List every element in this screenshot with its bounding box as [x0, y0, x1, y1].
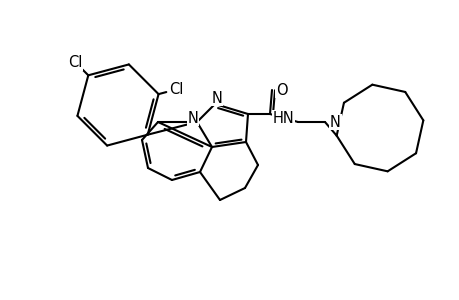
Text: HN: HN — [272, 110, 293, 125]
Text: N: N — [329, 115, 340, 130]
Text: O: O — [275, 82, 287, 98]
Text: Cl: Cl — [168, 82, 183, 97]
Text: N: N — [187, 110, 198, 125]
Text: Cl: Cl — [68, 55, 83, 70]
Text: N: N — [211, 91, 222, 106]
